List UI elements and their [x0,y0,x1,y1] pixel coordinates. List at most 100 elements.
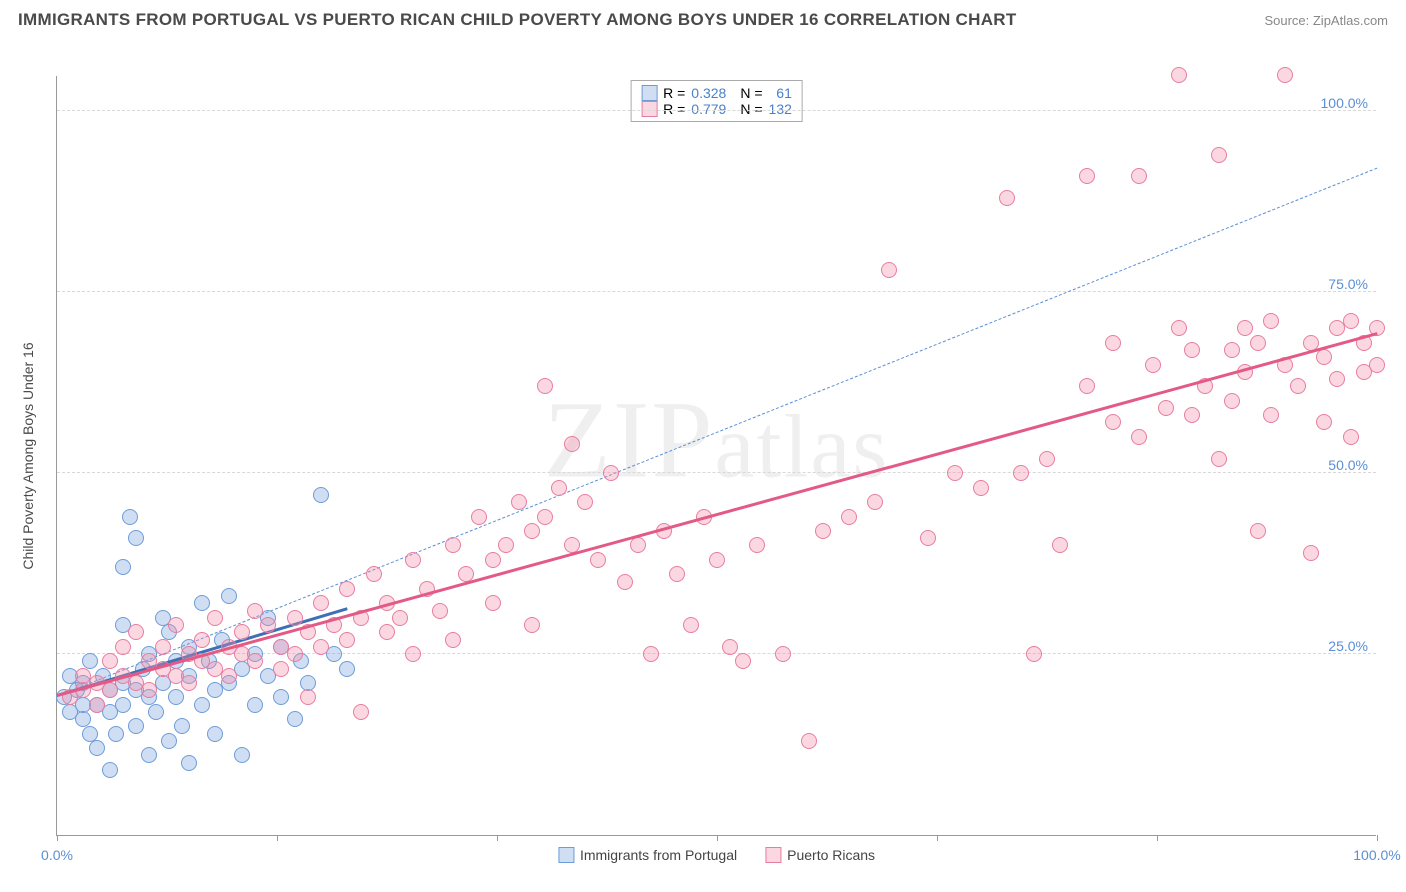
data-point [300,689,316,705]
data-point [947,465,963,481]
data-point [669,566,685,582]
data-point [161,733,177,749]
y-tick-label: 25.0% [1328,638,1368,654]
legend-swatch [641,85,657,101]
data-point [392,610,408,626]
data-point [128,718,144,734]
data-point [234,624,250,640]
data-point [122,509,138,525]
legend-series: Immigrants from Portugal Puerto Ricans [558,847,875,863]
data-point [920,530,936,546]
data-point [485,552,501,568]
data-point [1131,429,1147,445]
x-tick-label: 0.0% [41,847,73,863]
data-point [194,697,210,713]
data-point [1105,414,1121,430]
data-point [1277,67,1293,83]
data-point [537,378,553,394]
data-point [1171,320,1187,336]
plot-area: ZIPatlas R =0.328N = 61R =0.779N =132 Im… [56,76,1376,836]
data-point [287,711,303,727]
data-point [168,617,184,633]
data-point [735,653,751,669]
data-point [174,718,190,734]
data-point [128,624,144,640]
data-point [999,190,1015,206]
legend-label: Immigrants from Portugal [580,847,737,863]
data-point [1343,429,1359,445]
data-point [551,480,567,496]
data-point [775,646,791,662]
data-point [590,552,606,568]
data-point [1211,147,1227,163]
data-point [273,689,289,705]
data-point [445,632,461,648]
data-point [1131,168,1147,184]
y-axis-title: Child Poverty Among Boys Under 16 [20,342,36,569]
data-point [471,509,487,525]
chart-source: Source: ZipAtlas.com [1264,13,1388,28]
data-point [339,632,355,648]
legend-item: Puerto Ricans [765,847,875,863]
y-tick-label: 50.0% [1328,457,1368,473]
data-point [485,595,501,611]
x-tick [937,835,938,841]
legend-item: Immigrants from Portugal [558,847,737,863]
data-point [102,653,118,669]
data-point [801,733,817,749]
data-point [630,537,646,553]
data-point [511,494,527,510]
data-point [1039,451,1055,467]
data-point [221,588,237,604]
data-point [108,726,124,742]
data-point [1026,646,1042,662]
data-point [313,487,329,503]
data-point [181,675,197,691]
data-point [1158,400,1174,416]
data-point [1184,342,1200,358]
data-point [194,595,210,611]
data-point [247,697,263,713]
x-tick-label: 100.0% [1353,847,1400,863]
data-point [1079,378,1095,394]
data-point [148,704,164,720]
data-point [1343,313,1359,329]
y-tick-label: 100.0% [1321,95,1368,111]
data-point [102,682,118,698]
data-point [841,509,857,525]
data-point [181,755,197,771]
data-point [1224,393,1240,409]
legend-n-value: 61 [769,85,792,101]
data-point [260,617,276,633]
data-point [1369,357,1385,373]
chart-title: IMMIGRANTS FROM PORTUGAL VS PUERTO RICAN… [18,10,1017,30]
x-tick [717,835,718,841]
legend-r-value: 0.328 [691,85,726,101]
data-point [313,639,329,655]
data-point [1105,335,1121,351]
data-point [339,581,355,597]
data-point [1237,320,1253,336]
data-point [867,494,883,510]
data-point [722,639,738,655]
data-point [287,646,303,662]
data-point [881,262,897,278]
data-point [1224,342,1240,358]
data-point [234,747,250,763]
data-point [128,530,144,546]
data-point [1184,407,1200,423]
data-point [564,436,580,452]
x-tick [1157,835,1158,841]
legend-swatch [641,101,657,117]
data-point [366,566,382,582]
data-point [537,509,553,525]
data-point [339,661,355,677]
data-point [405,552,421,568]
gridline-h [57,110,1376,111]
data-point [749,537,765,553]
data-point [102,762,118,778]
data-point [498,537,514,553]
x-tick [277,835,278,841]
legend-swatch [558,847,574,863]
data-point [1052,537,1068,553]
